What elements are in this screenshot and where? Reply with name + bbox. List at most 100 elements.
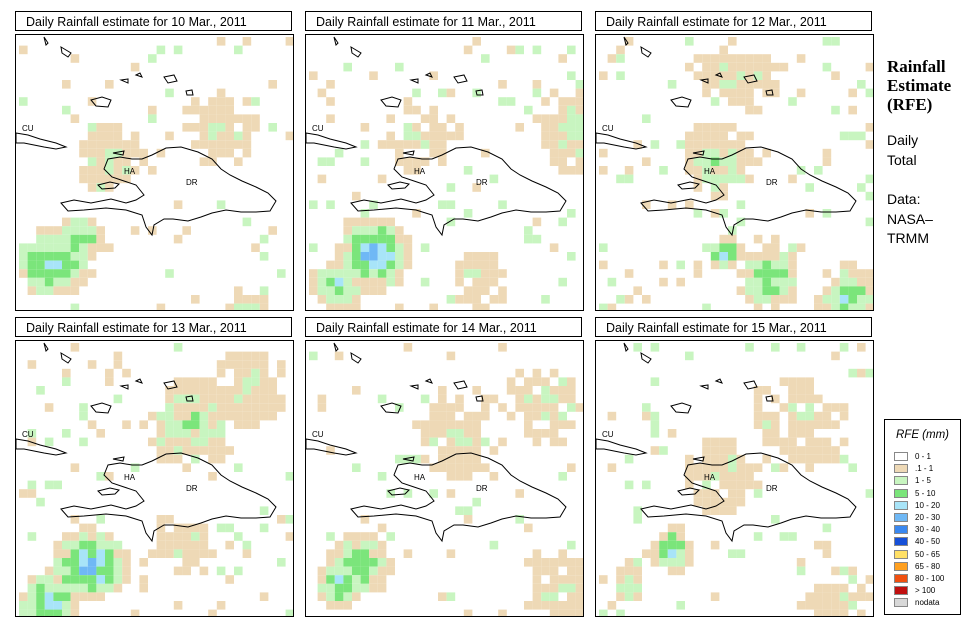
rainfall-cell [268,386,277,395]
rainfall-cell [105,243,114,252]
rainfall-cell [693,131,703,141]
rainfall-cell [463,295,473,304]
rainfall-cell [753,394,763,404]
rainfall-cell [796,558,806,567]
rainfall-cell [62,558,71,567]
rainfall-cell [736,174,746,184]
rainfall-cell [277,368,286,378]
rainfall-cell [191,377,200,386]
rainfall-cell [234,140,243,149]
rainfall-cell [567,609,576,616]
rainfall-cell [745,269,754,278]
rainfall-cell [463,437,473,447]
rainfall-cell [839,295,849,304]
rainfall-cell [848,105,857,115]
rainfall-cell [805,592,814,601]
rainfall-cell [814,601,823,610]
rainfall-cell [805,209,814,218]
rainfall-cell [251,303,260,310]
rainfall-cell [685,549,694,558]
rainfall-cell [710,80,720,89]
rainfall-cell [831,286,840,295]
rainfall-cell [745,131,754,141]
rainfall-cell [216,437,226,447]
rainfall-cell [771,243,780,252]
rainfall-cell [667,540,677,550]
rainfall-cell [822,583,832,593]
rainfall-cell [762,277,771,287]
rainfall-cell [360,549,370,558]
rainfall-cell [472,463,481,472]
rainfall-cell [667,80,677,89]
rainfall-cell [369,200,378,209]
rainfall-cell [369,226,378,235]
rainfall-cell [745,277,754,287]
rainfall-cell [62,609,71,616]
rainfall-cell [242,295,252,304]
rainfall-cell [788,260,797,270]
rainfall-cell [208,420,217,429]
rainfall-cell [412,454,421,464]
rainfall-cell [216,114,226,123]
rainfall-cell [558,131,567,141]
rainfall-cell [173,454,183,464]
rainfall-cell [173,549,183,558]
rainfall-cell [693,166,703,175]
rainfall-cell [326,575,335,584]
rainfall-cell [96,243,105,252]
rainfall-cell [745,472,754,481]
rainfall-cell [848,131,857,141]
rainfall-cell [616,575,625,584]
rainfall-cell [285,37,293,46]
rainfall-cell [667,558,677,567]
rainfall-cell [19,489,28,498]
rainfall-cell [36,243,45,252]
rainfall-cell [386,217,395,227]
rainfall-cell [455,454,464,464]
rainfall-cell [352,549,361,558]
rainfall-cell [865,269,873,278]
rainfall-cell [96,157,105,166]
rainfall-cell [506,97,516,106]
rainfall-cell [420,420,430,429]
rainfall-cell [87,558,97,567]
rainfall-cell [208,97,217,106]
rainfall-cell [420,454,430,464]
rainfall-cell [343,286,352,295]
rainfall-cell [771,515,780,524]
rainfall-cell [762,71,771,80]
rainfall-cell [567,403,576,412]
rainfall-cell [44,480,54,490]
rainfall-cell [352,540,361,550]
rainfall-cell [719,191,728,201]
rainfall-cell [728,437,737,447]
rainfall-cell [567,97,576,106]
rainfall-cell [199,114,209,123]
rainfall-cell [575,123,583,132]
island-coastline [112,150,125,156]
rainfall-cell [736,217,746,227]
rainfall-cell [352,592,361,601]
rainfall-cell [796,394,806,404]
rainfall-cell [429,489,438,498]
rainfall-cell [659,549,668,558]
rainfall-cell [702,506,711,515]
rainfall-cell [234,45,243,55]
rainfall-cell [173,45,183,55]
rainfall-cell [234,114,243,123]
rainfall-cell [728,157,737,166]
rainfall-cell [19,45,28,55]
rainfall-cell [805,429,814,438]
rainfall-cell [334,303,344,310]
rainfall-cell [771,269,780,278]
rainfall-cell [70,114,80,123]
island-coastline [424,72,433,78]
rainfall-cell [489,252,499,261]
rainfall-cell [814,303,823,310]
rainfall-cell [259,295,269,304]
rainfall-cell [736,166,746,175]
rainfall-cell [719,148,728,158]
rainfall-cell [710,97,720,106]
rainfall-cell [633,343,642,352]
